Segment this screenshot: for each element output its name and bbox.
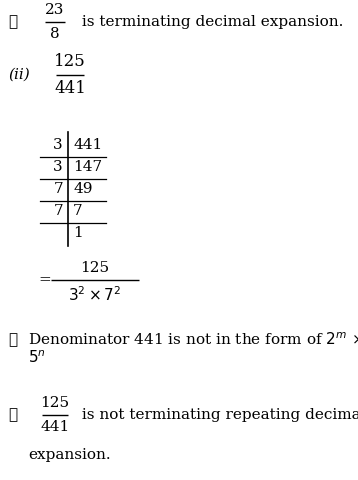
Text: 147: 147: [73, 160, 102, 174]
Text: 3: 3: [53, 160, 63, 174]
Text: 125: 125: [54, 53, 86, 70]
Text: ∴: ∴: [8, 15, 17, 29]
Text: 8: 8: [50, 27, 60, 41]
Text: $3^2 \times 7^2$: $3^2 \times 7^2$: [68, 285, 122, 304]
Text: 1: 1: [73, 226, 83, 240]
Text: (ii): (ii): [8, 68, 30, 82]
Text: 49: 49: [73, 182, 92, 196]
Text: $5^n$: $5^n$: [28, 350, 46, 366]
Text: 7: 7: [53, 204, 63, 218]
Text: 7: 7: [53, 182, 63, 196]
Text: is terminating decimal expansion.: is terminating decimal expansion.: [77, 15, 343, 29]
Text: 23: 23: [45, 3, 65, 17]
Text: 441: 441: [54, 80, 86, 97]
Text: 441: 441: [40, 420, 69, 434]
Text: 125: 125: [81, 261, 110, 275]
Text: 125: 125: [40, 396, 69, 410]
Text: 3: 3: [53, 138, 63, 152]
Text: =: =: [39, 273, 52, 287]
Text: is not terminating repeating decimal: is not terminating repeating decimal: [77, 408, 358, 422]
Text: ∴: ∴: [8, 408, 17, 422]
Text: Denominator 441 is not in the form of $2^m$ ×: Denominator 441 is not in the form of $2…: [28, 332, 358, 348]
Text: 441: 441: [73, 138, 102, 152]
Text: 7: 7: [73, 204, 83, 218]
Text: ∴: ∴: [8, 333, 17, 347]
Text: expansion.: expansion.: [28, 448, 111, 462]
